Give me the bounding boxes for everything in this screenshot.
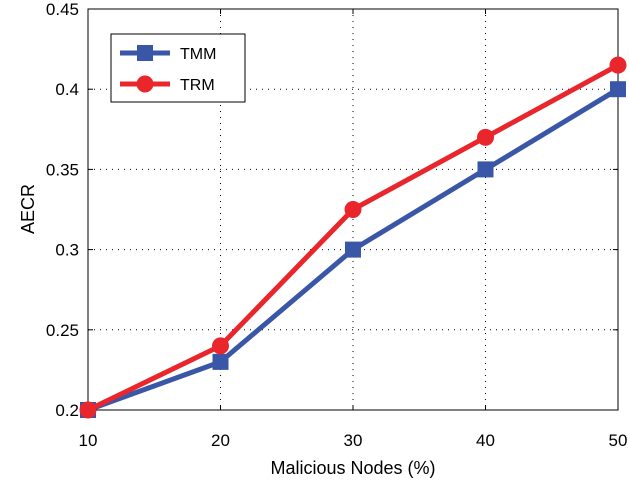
series-group xyxy=(79,56,627,419)
legend-label-tmm: TMM xyxy=(180,46,216,63)
y-tick-label: 0.45 xyxy=(46,0,79,19)
legend-box xyxy=(110,33,246,103)
legend-marker-trm xyxy=(136,75,154,93)
data-point-tmm xyxy=(610,81,626,98)
y-tick-label: 0.2 xyxy=(55,401,79,420)
x-tick-label: 10 xyxy=(79,431,98,450)
y-tick-label: 0.35 xyxy=(46,160,79,179)
x-tick-label: 40 xyxy=(476,431,495,450)
data-point-tmm xyxy=(212,353,229,370)
x-tick-label: 50 xyxy=(609,431,628,450)
data-point-trm xyxy=(212,337,229,355)
x-tick-labels: 10 20 30 40 50 xyxy=(79,431,628,450)
data-point-tmm xyxy=(477,161,494,178)
y-tick-label: 0.4 xyxy=(55,80,79,99)
data-point-tmm xyxy=(345,241,361,258)
legend-marker-tmm xyxy=(137,45,153,61)
y-tick-labels: 0.2 0.25 0.3 0.35 0.4 0.45 xyxy=(46,0,79,420)
y-axis-label: AECR xyxy=(18,184,38,234)
data-point-trm xyxy=(344,201,362,218)
x-tick-label: 20 xyxy=(211,431,230,450)
legend-label-trm: TRM xyxy=(180,77,215,94)
data-point-trm xyxy=(609,56,627,74)
data-point-trm xyxy=(477,128,494,146)
y-tick-label: 0.3 xyxy=(55,241,79,260)
x-axis-label: Malicious Nodes (%) xyxy=(270,458,435,478)
data-point-trm xyxy=(79,401,97,419)
legend: TMM TRM xyxy=(110,33,246,103)
y-tick-label: 0.25 xyxy=(46,321,79,340)
x-tick-label: 30 xyxy=(344,431,363,450)
